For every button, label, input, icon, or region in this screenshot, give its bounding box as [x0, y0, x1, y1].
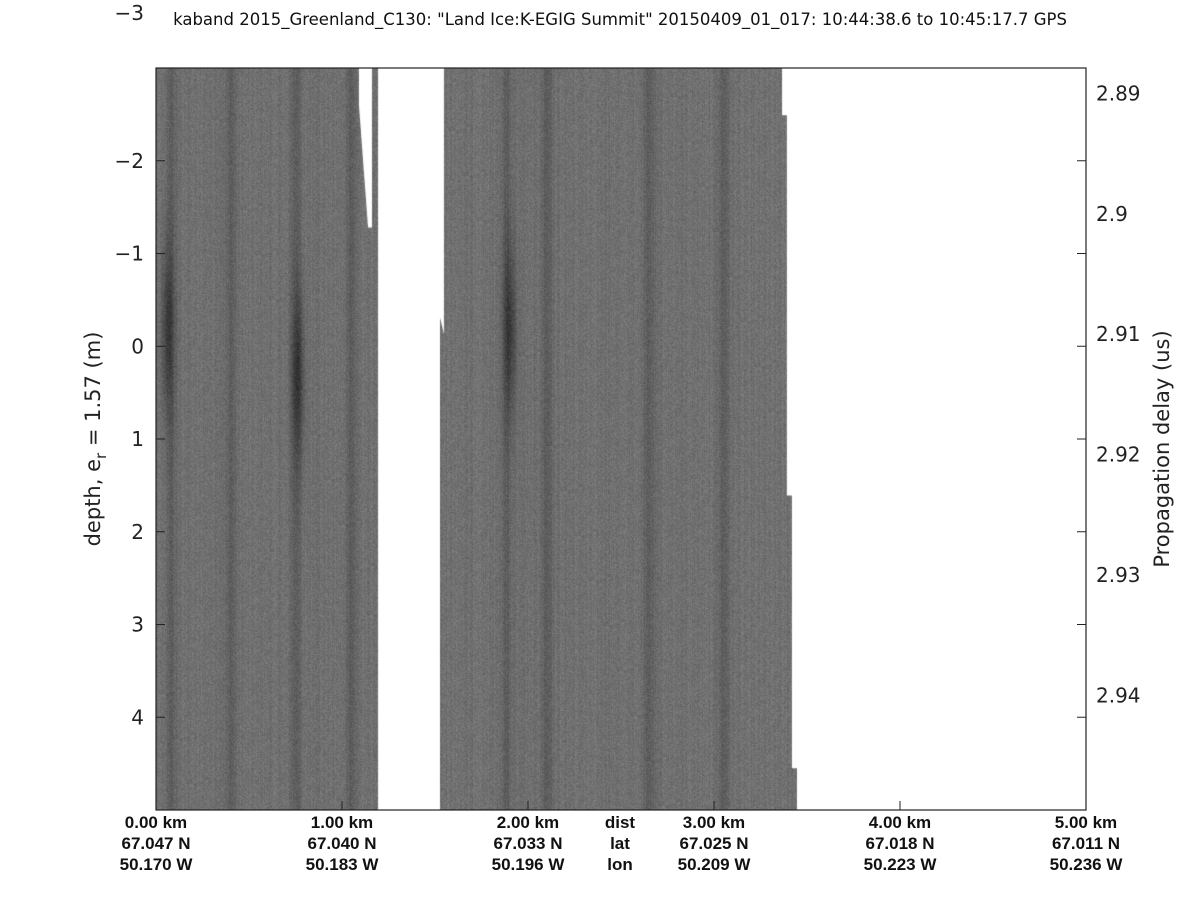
- x-tick-label-lat: 67.018 N: [866, 834, 935, 853]
- x-tick-label-lat: 67.040 N: [308, 834, 377, 853]
- x-row-label: lon: [607, 855, 633, 874]
- y-tick-label: 0: [131, 334, 144, 358]
- x-tick-label-lat: 67.011 N: [1052, 834, 1120, 853]
- x-tick-label-dist: 0.00 km: [125, 813, 187, 832]
- y-tick-label: −1: [115, 242, 144, 266]
- y-tick-label: −3: [115, 1, 144, 25]
- y2-tick-label: 2.92: [1096, 443, 1141, 467]
- x-tick-label-lon: 50.209 W: [678, 855, 752, 874]
- x-tick-label-dist: 1.00 km: [311, 813, 373, 832]
- x-tick-label-dist: 5.00 km: [1055, 813, 1117, 832]
- x-row-label: dist: [605, 813, 636, 832]
- y2-tick-label: 2.91: [1096, 322, 1141, 346]
- y-tick-label: 1: [131, 427, 144, 451]
- y-tick-label: 3: [131, 613, 144, 637]
- x-tick-label-lon: 50.196 W: [492, 855, 566, 874]
- x-tick-label-lat: 67.033 N: [494, 834, 563, 853]
- x-row-label: lat: [610, 834, 630, 853]
- x-tick-label-lat: 67.025 N: [680, 834, 749, 853]
- y-tick-label: 2: [131, 520, 144, 544]
- y-tick-label: −2: [115, 149, 144, 173]
- x-tick-label-lon: 50.170 W: [120, 855, 194, 874]
- x-tick-label-lat: 67.047 N: [122, 834, 191, 853]
- y-tick-label: 4: [131, 705, 144, 729]
- x-tick-label-dist: 4.00 km: [869, 813, 931, 832]
- x-tick-label-lon: 50.223 W: [864, 855, 938, 874]
- x-tick-label-dist: 3.00 km: [683, 813, 745, 832]
- chart-title: kaband 2015_Greenland_C130: "Land Ice:K-…: [173, 10, 1067, 30]
- y2-tick-label: 2.93: [1096, 563, 1141, 587]
- x-tick-label-lon: 50.183 W: [306, 855, 380, 874]
- y2-axis-label: Propagation delay (us): [1150, 330, 1174, 567]
- y2-tick-label: 2.94: [1096, 684, 1141, 708]
- y2-tick-label: 2.9: [1096, 202, 1128, 226]
- x-tick-label-lon: 50.236 W: [1050, 855, 1124, 874]
- plot-frame: [155, 67, 1087, 811]
- y2-tick-label: 2.89: [1096, 81, 1141, 105]
- x-tick-label-dist: 2.00 km: [497, 813, 559, 832]
- y-axis-label: depth, er = 1.57 (m): [81, 332, 110, 547]
